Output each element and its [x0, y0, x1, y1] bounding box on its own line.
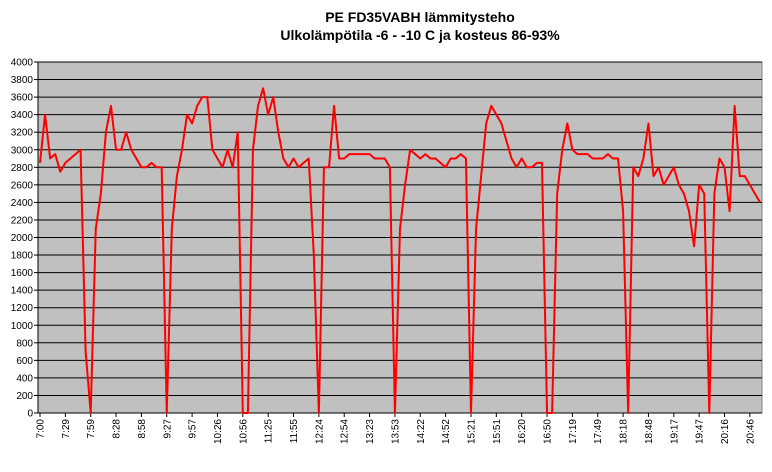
x-tick-label: 9:27	[162, 419, 173, 439]
y-tick-label: 2600	[11, 180, 34, 191]
x-tick-label: 7:00	[36, 419, 47, 439]
y-tick-label: 2200	[11, 215, 34, 226]
y-tick-label: 2000	[11, 233, 34, 244]
y-tick-label: 600	[16, 356, 33, 367]
x-tick-label: 14:22	[416, 419, 427, 444]
x-tick-label: 15:51	[492, 419, 503, 444]
x-tick-label: 18:48	[644, 419, 655, 444]
x-tick-label: 12:24	[314, 419, 325, 444]
y-tick-label: 4000	[11, 58, 34, 69]
x-tick-label: 7:29	[61, 419, 72, 439]
y-tick-label: 400	[16, 373, 33, 384]
y-tick-label: 1400	[11, 286, 34, 297]
y-tick-label: 800	[16, 338, 33, 349]
x-tick-label: 10:56	[238, 419, 249, 444]
y-tick-label: 3000	[11, 145, 34, 156]
x-tick-label: 17:49	[593, 419, 604, 444]
x-tick-label: 7:59	[86, 419, 97, 439]
x-tick-label: 8:58	[137, 419, 148, 439]
x-tick-label: 14:52	[441, 419, 452, 444]
chart-title: PE FD35VABH lämmitysteho	[325, 9, 515, 25]
x-tick-label: 20:16	[720, 419, 731, 444]
chart-subtitle: Ulkolämpötila -6 - -10 C ja kosteus 86-9…	[280, 27, 560, 43]
y-tick-label: 3600	[11, 93, 34, 104]
x-tick-label: 13:53	[390, 419, 401, 444]
y-tick-label: 200	[16, 391, 33, 402]
x-tick-label: 17:19	[568, 419, 579, 444]
x-tick-label: 19:47	[695, 419, 706, 444]
x-tick-label: 16:50	[543, 419, 554, 444]
y-tick-label: 2400	[11, 198, 34, 209]
x-tick-label: 8:28	[112, 419, 123, 439]
y-tick-label: 0	[27, 409, 33, 420]
x-tick-label: 10:26	[213, 419, 224, 444]
x-tick-label: 13:23	[365, 419, 376, 444]
y-tick-label: 3400	[11, 110, 34, 121]
y-tick-label: 1000	[11, 321, 34, 332]
x-tick-label: 12:54	[340, 419, 351, 444]
x-tick-label: 19:17	[669, 419, 680, 444]
x-tick-label: 11:55	[289, 419, 300, 444]
x-tick-label: 11:25	[264, 419, 275, 444]
y-tick-label: 1600	[11, 268, 34, 279]
y-tick-label: 2800	[11, 163, 34, 174]
x-tick-label: 20:46	[745, 419, 756, 444]
x-tick-label: 18:18	[619, 419, 630, 444]
x-tick-label: 15:21	[466, 419, 477, 444]
y-tick-label: 3200	[11, 128, 34, 139]
x-tick-label: 9:57	[188, 419, 199, 439]
data-line	[39, 87, 761, 414]
y-tick-label: 1200	[11, 303, 34, 314]
x-tick-label: 16:20	[517, 419, 528, 444]
y-tick-label: 3800	[11, 75, 34, 86]
y-tick-label: 1800	[11, 251, 34, 262]
